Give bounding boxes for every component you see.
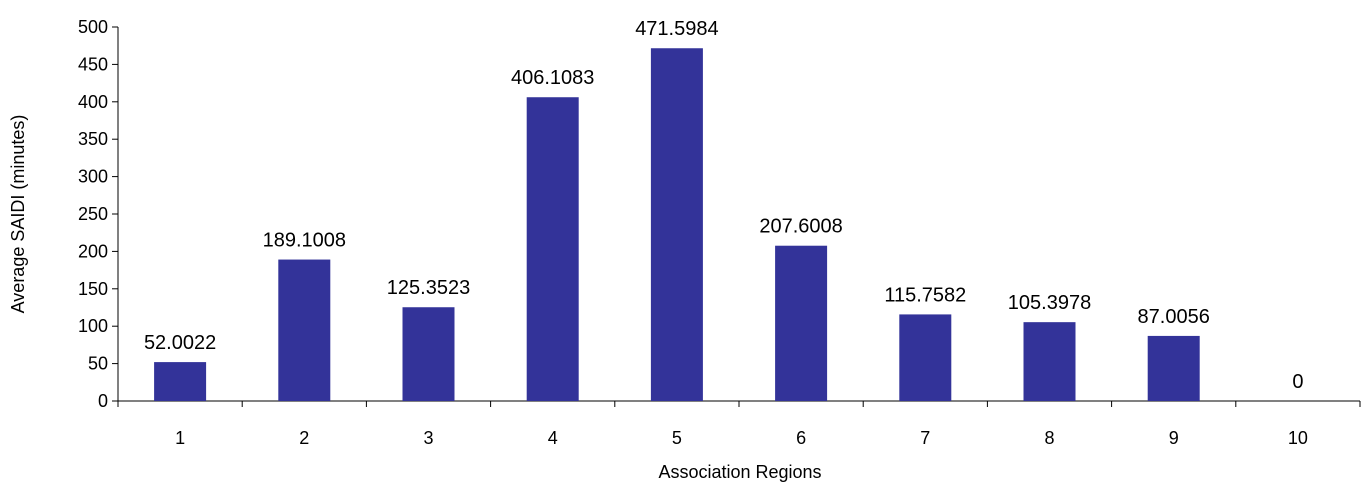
data-labels: 52.0022 189.1008 125.3523 406.1083 471.5984 2…: [144, 18, 1304, 393]
data-label: 52.0022: [144, 332, 216, 354]
data-label: 87.0056: [1138, 306, 1210, 328]
y-tick-label: 450: [78, 54, 108, 74]
y-tick-label: 300: [78, 167, 108, 187]
x-axis-title: Association Regions: [658, 462, 821, 482]
bar: [402, 307, 455, 401]
x-tick-label: 7: [920, 428, 930, 448]
bar: [775, 245, 828, 401]
x-tick-label: 8: [1044, 428, 1054, 448]
bar: [1147, 335, 1200, 401]
y-tick-label: 100: [78, 316, 108, 336]
x-tick-label: 3: [423, 428, 433, 448]
y-tick-label: 150: [78, 279, 108, 299]
data-label: 471.5984: [635, 18, 718, 40]
data-label: 189.1008: [263, 230, 346, 252]
x-tick-label: 6: [796, 428, 806, 448]
data-label: 0: [1292, 371, 1303, 393]
bars: [154, 48, 1200, 402]
y-axis: 0 50 100 150 200 250 300 350 400 450 500: [78, 17, 119, 411]
x-tick-label: 2: [299, 428, 309, 448]
bar: [526, 97, 579, 402]
data-label: 125.3523: [387, 277, 470, 299]
y-tick-label: 500: [78, 17, 108, 37]
y-axis-title: Average SAIDI (minutes): [8, 115, 28, 314]
bar: [154, 362, 207, 401]
x-tick-label: 10: [1288, 428, 1308, 448]
y-tick-label: 400: [78, 92, 108, 112]
y-tick-label: 200: [78, 241, 108, 261]
x-tick-label: 5: [672, 428, 682, 448]
x-axis: 1 2 3 4 5 6 7 8 9 10: [117, 400, 1361, 448]
y-tick-label: 0: [98, 391, 108, 411]
x-tick-label: 4: [548, 428, 558, 448]
x-tick-label: 1: [175, 428, 185, 448]
y-tick-label: 50: [88, 354, 108, 374]
data-label: 207.6008: [759, 216, 842, 238]
x-tick-label: 9: [1169, 428, 1179, 448]
y-tick-label: 250: [78, 204, 108, 224]
data-label: 105.3978: [1008, 292, 1091, 314]
bar: [650, 48, 703, 402]
y-tick-label: 350: [78, 129, 108, 149]
data-label: 406.1083: [511, 67, 594, 89]
bar: [899, 314, 952, 401]
data-label: 115.7582: [884, 284, 966, 306]
bar: [1023, 322, 1076, 401]
bar: [278, 259, 331, 401]
